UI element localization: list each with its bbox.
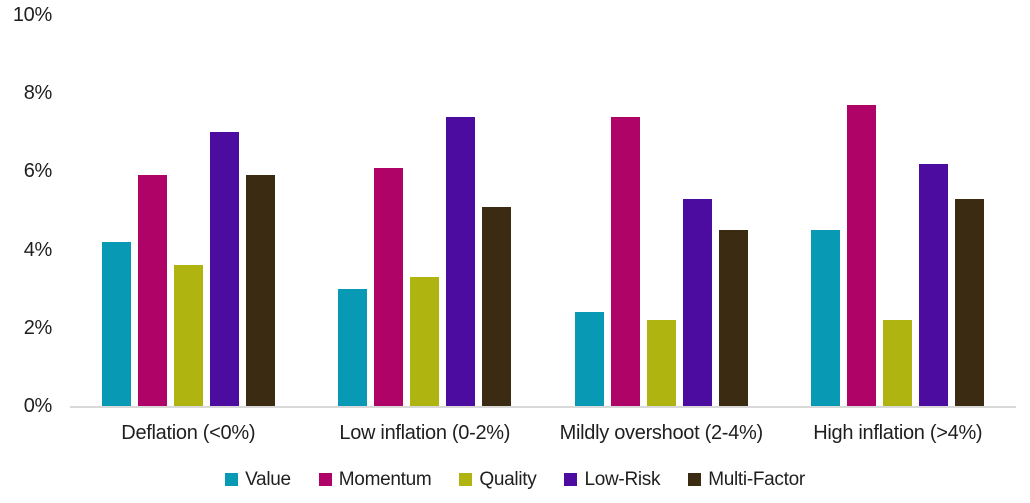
bar-group	[543, 15, 780, 406]
x-axis: Deflation (<0%) Low inflation (0-2%) Mildl…	[70, 420, 1016, 446]
bar-group	[780, 15, 1017, 406]
bar-value	[574, 312, 604, 406]
bar-multi-factor	[482, 206, 512, 406]
y-tick-label: 10%	[12, 4, 52, 26]
y-tick-label: 8%	[23, 82, 53, 105]
legend-item-multi-factor: Multi-Factor	[688, 470, 805, 489]
x-axis-label: Low inflation (0-2%)	[339, 422, 511, 444]
legend-item-momentum: Momentum	[318, 469, 432, 490]
bar-momentum	[610, 116, 640, 406]
bar-quality	[410, 276, 440, 406]
bar-low-risk	[446, 116, 476, 406]
bar-momentum	[137, 175, 167, 406]
bar-value	[101, 241, 131, 406]
legend-label: Low-Risk	[584, 469, 661, 490]
legend-label: Multi-Factor	[708, 469, 805, 490]
legend-label: Momentum	[338, 469, 432, 490]
legend-swatch-icon	[225, 473, 239, 486]
x-axis-label: Mildly overshoot (2-4%)	[559, 422, 763, 444]
legend-swatch-icon	[688, 473, 702, 486]
legend-item-low-risk: Low-Risk	[564, 469, 661, 490]
legend-label: Quality	[479, 469, 537, 490]
legend-item-value: Value	[225, 470, 291, 489]
bar-low-risk	[209, 132, 239, 406]
bar-value	[811, 230, 841, 406]
y-tick-label: 6%	[23, 160, 53, 183]
y-tick-label: 2%	[23, 316, 53, 339]
legend-swatch-icon	[459, 473, 473, 486]
bar-quality	[646, 319, 676, 406]
plot-area	[70, 15, 1016, 408]
x-axis-label: Deflation (<0%)	[121, 422, 256, 444]
bar-momentum	[847, 104, 877, 406]
bar-multi-factor	[245, 175, 275, 406]
legend-label: Value	[245, 469, 291, 490]
bar-low-risk	[919, 163, 949, 406]
bar-quality	[883, 319, 913, 406]
y-axis: 0% 2% 4% 6% 8% 10%	[0, 5, 53, 416]
y-tick-label: 4%	[23, 238, 53, 261]
y-tick-label: 0%	[23, 395, 53, 417]
legend-item-quality: Quality	[459, 469, 537, 490]
bar-group	[70, 15, 307, 406]
legend-swatch-icon	[564, 473, 578, 486]
bar-low-risk	[682, 198, 712, 406]
bar-value	[338, 288, 368, 406]
x-axis-label: High inflation (>4%)	[813, 422, 983, 444]
bar-multi-factor	[718, 230, 748, 406]
bar-quality	[173, 265, 203, 406]
legend: Value Momentum Quality Low-Risk Multi-Factor	[0, 470, 1030, 489]
bar-multi-factor	[955, 198, 985, 406]
bar-momentum	[374, 167, 404, 406]
legend-swatch-icon	[318, 473, 332, 486]
bar-group	[307, 15, 544, 406]
